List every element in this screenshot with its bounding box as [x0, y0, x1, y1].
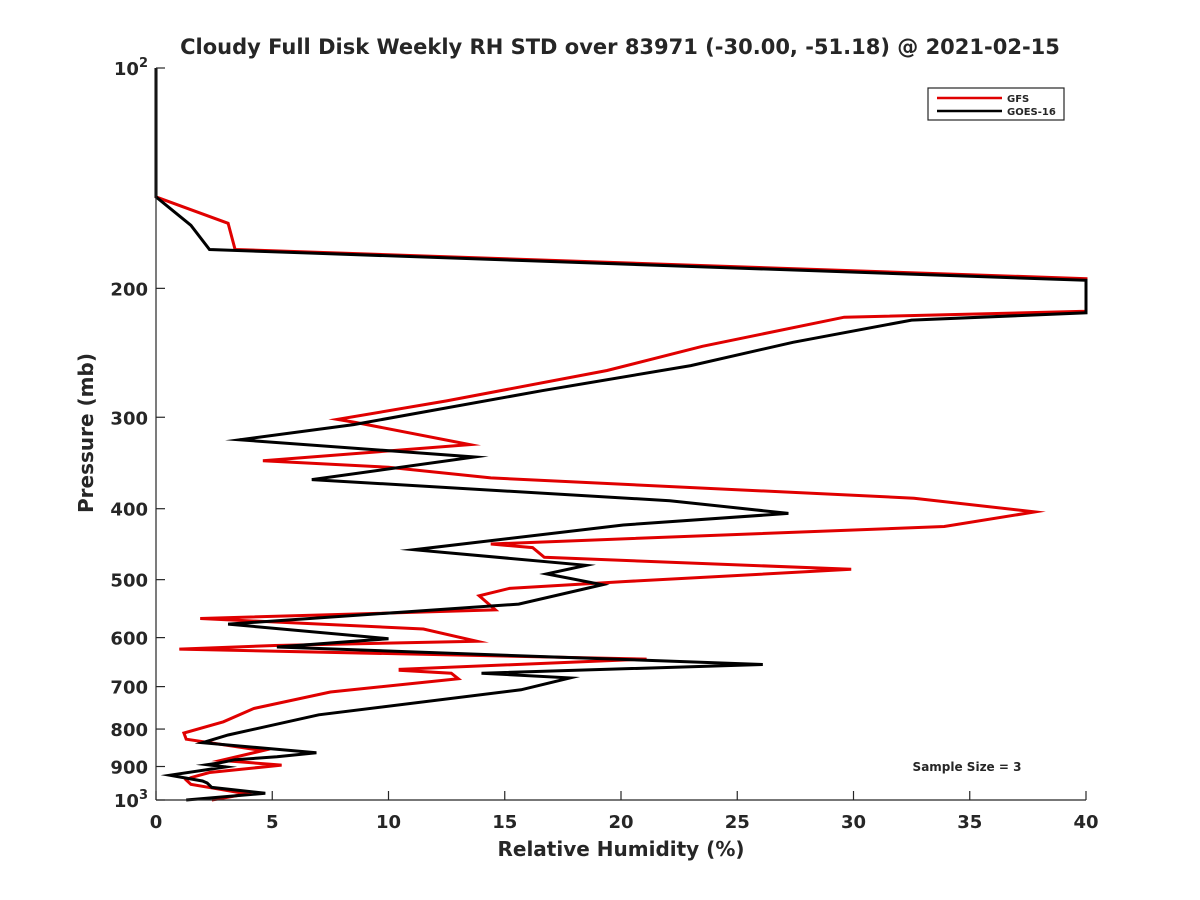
- y-tick-label: 102: [114, 56, 148, 80]
- x-tick-label: 20: [608, 812, 633, 833]
- y-axis-label: Pressure (mb): [74, 353, 98, 513]
- y-tick-label: 400: [110, 500, 148, 521]
- x-tick-label: 40: [1073, 812, 1098, 833]
- legend: GFS GOES-16: [927, 87, 1065, 121]
- y-tick-label: 103: [114, 788, 148, 812]
- chart-title: Cloudy Full Disk Weekly RH STD over 8397…: [180, 35, 1060, 59]
- x-tick-label: 30: [841, 812, 866, 833]
- legend-box: [927, 87, 1065, 121]
- x-tick-label: 10: [376, 812, 401, 833]
- x-axis-label: Relative Humidity (%): [497, 837, 744, 861]
- y-tick-label: 900: [110, 758, 148, 779]
- y-tick-label: 800: [110, 720, 148, 741]
- series-line-goes-16: [154, 68, 1088, 802]
- legend-entry: GFS: [1007, 94, 1029, 105]
- x-tick-label: 5: [266, 812, 279, 833]
- y-tick-label: 300: [110, 408, 148, 429]
- x-tick-label: 0: [150, 812, 163, 833]
- series-line-gfs: [154, 68, 1088, 802]
- y-tick-label: 600: [110, 629, 148, 650]
- axes: 0 5 10 15 20 25 30 35 40 102 200 300 400 500 600 700 800…: [110, 56, 1098, 833]
- legend-entry: GOES-16: [1007, 107, 1056, 118]
- x-tick-label: 15: [492, 812, 517, 833]
- y-tick-label: 200: [110, 279, 148, 300]
- y-tick-label: 700: [110, 678, 148, 699]
- plot-lines: [154, 68, 1088, 802]
- x-tick-label: 35: [957, 812, 982, 833]
- x-tick-label: 25: [725, 812, 750, 833]
- y-tick-label: 500: [110, 571, 148, 592]
- sample-size-annotation: Sample Size = 3: [913, 760, 1022, 774]
